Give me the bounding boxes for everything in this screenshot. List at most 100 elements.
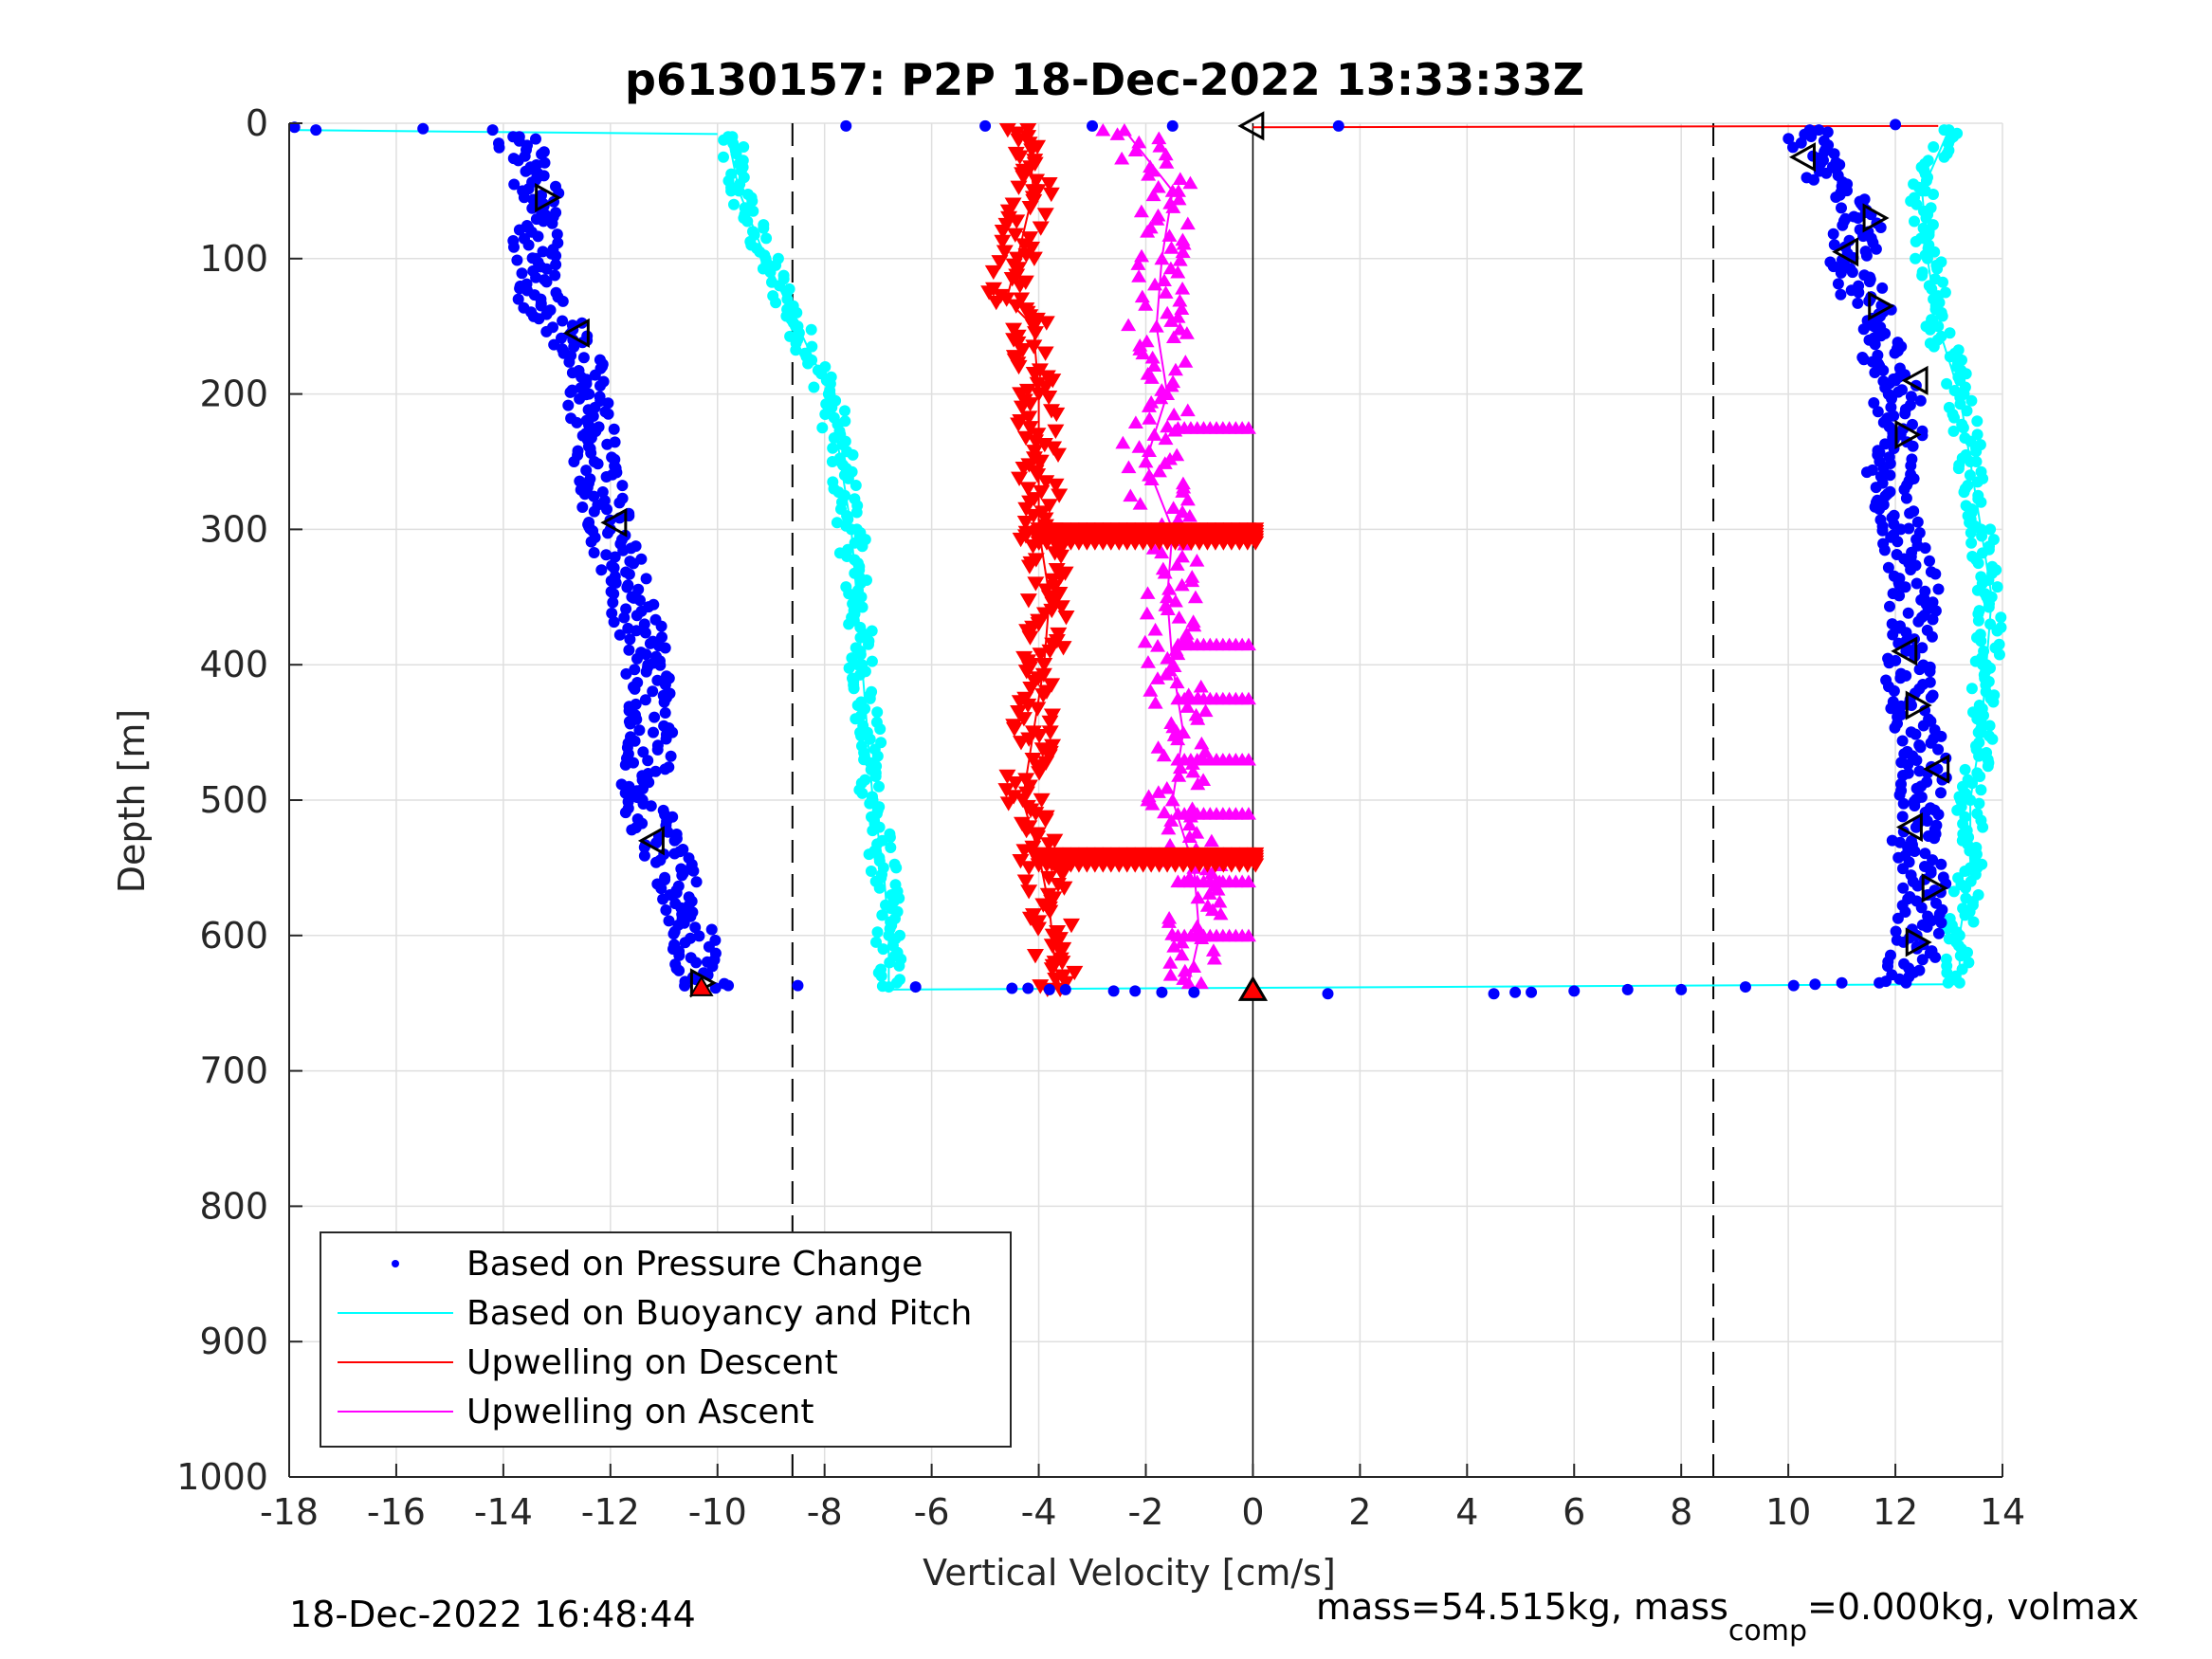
upwelling-ascent-marker [1240,874,1256,888]
upwelling-descent-marker [1012,854,1030,869]
pressure-point [585,536,597,548]
pressure-point [571,416,583,428]
upwelling-descent-marker [1034,688,1052,703]
upwelling-ascent-marker [1160,419,1176,433]
upwelling-descent-marker [1007,775,1025,792]
upwelling-ascent-marker [1206,951,1222,965]
buoyancy-point [890,862,903,874]
upwelling-ascent-marker [1149,671,1165,684]
pressure-point [647,685,659,698]
buoyancy-point [873,780,885,793]
pressure-point [1897,863,1909,875]
upwelling-ascent-marker [1179,216,1196,230]
pressure-point [595,564,608,576]
upwelling-ascent-marker [1170,264,1186,279]
pressure-point [1887,629,1899,641]
upwelling-descent-marker [1028,173,1046,189]
pressure-point [600,549,612,561]
buoyancy-point [1995,611,2007,624]
upwelling-ascent-marker [1151,131,1167,145]
pressure-point [624,633,636,646]
upwelling-ascent-marker [1150,785,1166,798]
pressure-point [1911,516,1924,528]
pressure-outlier-point [1156,986,1168,998]
pressure-outlier-point [840,119,852,132]
upwelling-ascent-marker [1240,807,1256,820]
pressure-point [1869,338,1881,351]
upwelling-ascent-marker [1158,285,1174,299]
pressure-point [1889,721,1901,734]
upwelling-ascent-marker [1177,630,1193,645]
buoyancy-point [805,323,817,336]
pressure-point [705,923,718,936]
pressure-point [647,726,659,738]
upwelling-ascent-marker [1240,637,1256,651]
upwelling-ascent-marker [1210,883,1226,896]
buoyancy-point [741,215,754,228]
pressure-outlier-point [1129,985,1142,997]
pressure-point [1913,765,1926,777]
y-tick-label: 1000 [176,1456,268,1498]
pressure-point [588,547,600,558]
upwelling-ascent-marker [1115,435,1131,449]
pressure-point [1884,600,1895,612]
pressure-point [1935,917,1947,929]
upwelling-ascent-marker [1158,666,1174,681]
buoyancy-point [865,866,877,877]
pressure-point [668,834,681,847]
pressure-point [693,930,705,942]
buoyancy-point [725,185,738,197]
buoyancy-point [1959,763,1971,775]
pressure-point [616,480,629,492]
buoyancy-point [1937,276,1948,288]
buoyancy-point [1929,246,1941,258]
upwelling-ascent-marker [1161,821,1177,835]
upwelling-descent-marker [1040,177,1058,192]
pressure-point [640,573,652,585]
buoyancy-point [885,842,897,853]
y-tick-label: 200 [199,374,268,415]
pressure-point [1932,583,1945,595]
pressure-point [660,904,672,916]
pressure-point [549,269,561,282]
x-tick-label: 4 [1455,1491,1478,1533]
buoyancy-point [1977,821,1989,833]
buoyancy-point [1974,771,1986,782]
upwelling-descent-marker [1023,143,1041,158]
pressure-point [1844,263,1856,275]
upwelling-ascent-marker [1138,454,1154,468]
buoyancy-point [826,456,838,467]
upwelling-ascent-marker [1205,943,1221,957]
upwelling-ascent-marker [1142,411,1158,425]
upwelling-ascent-marker [1181,508,1197,522]
buoyancy-point [728,198,740,210]
upwelling-ascent-marker [1133,204,1149,218]
pressure-point [601,438,613,450]
pressure-point [562,399,575,411]
pressure-point [557,315,569,327]
pressure-point [676,869,688,882]
pressure-point [673,964,686,976]
buoyancy-point [1976,530,1988,542]
legend-symbol-pressure [392,1260,399,1267]
upwelling-ascent-marker [1193,679,1209,693]
pressure-point [1889,347,1901,359]
event-marker [1788,142,1816,173]
event-marker [1894,419,1922,449]
buoyancy-point [856,601,868,613]
pressure-point [1914,741,1927,754]
upwelling-ascent-marker [1172,760,1188,775]
upwelling-ascent-marker [1147,695,1163,709]
pressure-point [1932,743,1945,756]
pressure-point [1924,665,1936,678]
buoyancy-point [866,655,878,667]
buoyancy-point [1910,252,1922,264]
upwelling-descent-marker [1012,736,1030,751]
upwelling-descent-marker [1021,630,1039,646]
buoyancy-point [1941,377,1953,390]
buoyancy-point [873,882,886,894]
pressure-point [650,837,663,849]
upwelling-descent-surface-line [1252,124,1939,129]
pressure-point [644,637,656,649]
pressure-point [613,497,626,509]
